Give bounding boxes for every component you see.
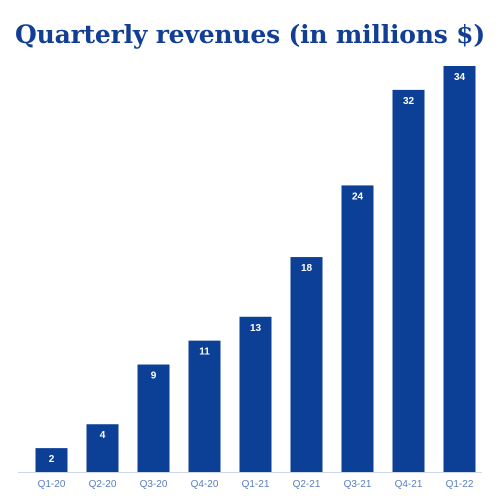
bar-value-label: 2 <box>49 454 55 465</box>
bar-q2-20 <box>86 424 119 472</box>
x-tick-label: Q2-20 <box>89 479 117 490</box>
x-tick-label: Q4-20 <box>191 479 219 490</box>
bar-value-label: 4 <box>100 430 106 441</box>
x-tick-label: Q2-21 <box>293 479 321 490</box>
bar-value-label: 18 <box>301 263 313 274</box>
bar-q3-21 <box>341 185 374 473</box>
x-tick-label: Q1-22 <box>446 479 474 490</box>
x-tick-label: Q3-21 <box>344 479 372 490</box>
bar-q1-21 <box>239 316 272 472</box>
x-tick-label: Q1-20 <box>38 479 66 490</box>
bar-q1-20 <box>35 448 68 472</box>
bar-value-label: 32 <box>403 96 415 107</box>
x-tick-labels-group: Q1-20 Q2-20 Q3-20 Q4-20 Q1-21 Q2-21 Q3-21 Q4-21… <box>38 479 474 490</box>
bar-q2-21 <box>290 257 323 472</box>
bar-q4-20 <box>188 340 221 472</box>
bars-group <box>35 66 476 473</box>
x-tick-label: Q4-21 <box>395 479 423 490</box>
bar-value-label: 9 <box>151 371 157 382</box>
bar-q3-20 <box>137 364 170 472</box>
bar-value-label: 34 <box>454 72 466 83</box>
bar-q1-22 <box>443 66 476 472</box>
x-tick-label: Q1-21 <box>242 479 270 490</box>
bar-value-label: 24 <box>352 191 364 202</box>
chart-title: Quarterly revenues (in millions $) <box>15 20 485 49</box>
bar-value-label: 11 <box>199 347 210 358</box>
bar-q4-21 <box>392 89 425 472</box>
bar-value-label: 13 <box>250 323 262 334</box>
x-tick-label: Q3-20 <box>140 479 168 490</box>
